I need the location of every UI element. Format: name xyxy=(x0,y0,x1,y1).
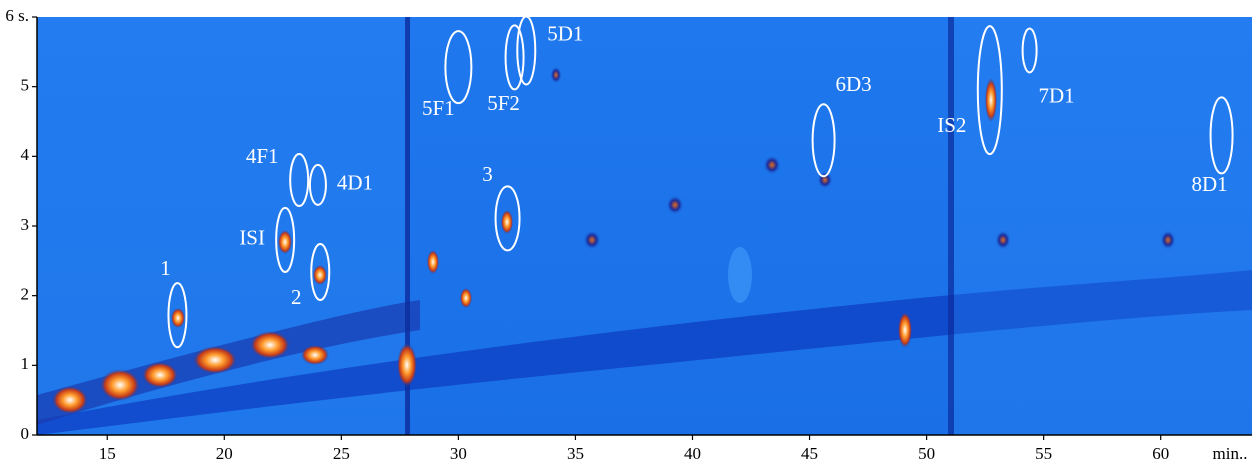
x-tick-label: 60 xyxy=(1152,444,1169,463)
hot-spot xyxy=(460,288,472,308)
x-tick-label: 35 xyxy=(567,444,584,463)
hot-spot xyxy=(898,312,912,348)
hot-spot xyxy=(250,331,290,359)
peak-marker xyxy=(976,25,1003,156)
hot-spot xyxy=(100,369,140,401)
column-bleed xyxy=(948,17,954,435)
peak-label: 5F2 xyxy=(487,91,520,115)
x-tick-label: 25 xyxy=(333,444,350,463)
spot xyxy=(728,247,752,303)
peak-label: 2 xyxy=(291,285,302,309)
x-tick-label: 50 xyxy=(918,444,935,463)
hot-spot xyxy=(278,230,292,254)
x-tick-label: 45 xyxy=(801,444,818,463)
peak-marker xyxy=(516,15,537,86)
peak-marker xyxy=(289,153,310,208)
peak-label: 5D1 xyxy=(547,21,583,45)
hot-spot xyxy=(397,343,417,387)
hot-spot xyxy=(171,308,185,328)
hot-spot xyxy=(52,386,88,414)
y-tick-label: 1 xyxy=(21,354,30,373)
peak-label: 6D3 xyxy=(836,72,872,96)
hot-spot xyxy=(301,345,329,365)
spot xyxy=(666,195,684,215)
peak-label: 4D1 xyxy=(337,171,373,195)
peak-label: ISI xyxy=(239,226,265,250)
hot-spot xyxy=(501,210,513,234)
peak-marker xyxy=(167,282,188,349)
spot xyxy=(583,230,601,250)
hot-spot xyxy=(142,362,178,388)
x-tick-label: 55 xyxy=(1035,444,1052,463)
peak-marker xyxy=(1021,27,1038,74)
region-shade xyxy=(954,17,1252,435)
peak-label: 3 xyxy=(482,162,493,186)
y-tick-label: 0 xyxy=(21,424,30,443)
x-axis-label: min.. xyxy=(1213,444,1248,463)
spot xyxy=(550,66,562,84)
y-tick-label: 2 xyxy=(21,285,30,304)
peak-label: 8D1 xyxy=(1191,172,1227,196)
peak-marker xyxy=(1209,96,1234,175)
peak-marker xyxy=(504,24,525,91)
peak-label: IS2 xyxy=(937,113,966,137)
x-tick-label: 30 xyxy=(450,444,467,463)
peak-marker xyxy=(811,103,836,178)
hot-spot xyxy=(427,250,439,274)
hot-spot xyxy=(313,265,327,285)
peak-marker xyxy=(275,206,296,273)
peak-marker xyxy=(494,185,521,252)
y-tick-label: 6 s. xyxy=(5,6,29,25)
spot xyxy=(763,155,781,175)
peak-label: 1 xyxy=(160,256,171,280)
peak-marker xyxy=(308,163,327,206)
peak-marker xyxy=(444,30,473,105)
column-bleed xyxy=(405,17,410,435)
x-tick-label: 40 xyxy=(684,444,701,463)
peak-label: 5F1 xyxy=(422,96,455,120)
spot xyxy=(1160,230,1176,250)
plot-background xyxy=(37,17,1252,435)
y-tick-label: 4 xyxy=(21,145,30,164)
y-tick-label: 5 xyxy=(21,76,30,95)
peak-label: 7D1 xyxy=(1039,83,1075,107)
peak-label: 4F1 xyxy=(246,144,279,168)
peak-marker xyxy=(310,242,331,301)
x-tick-label: 20 xyxy=(216,444,233,463)
hot-spot xyxy=(985,78,997,122)
y-tick-label: 3 xyxy=(21,215,30,234)
x-tick-label: 15 xyxy=(99,444,116,463)
spot xyxy=(995,230,1011,250)
hot-spot xyxy=(193,346,237,374)
